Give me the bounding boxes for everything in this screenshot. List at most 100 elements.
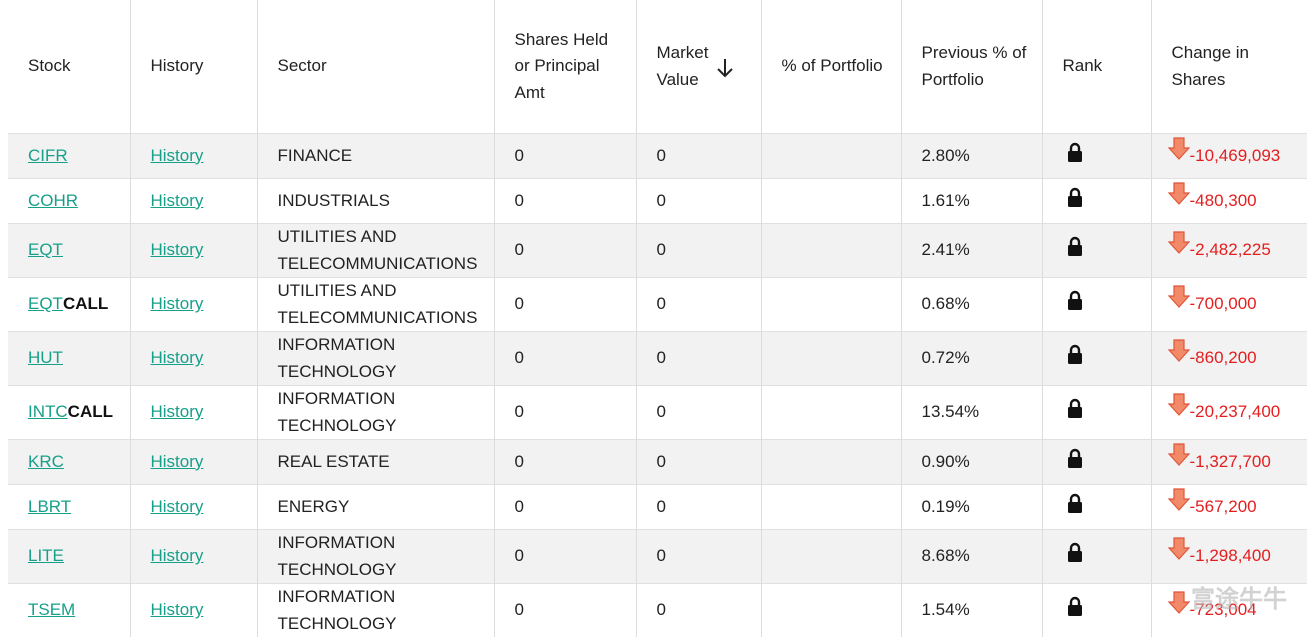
market-value-cell: 0 xyxy=(636,530,761,584)
stock-cell: TSEM xyxy=(8,584,130,637)
option-type: CALL xyxy=(63,294,108,313)
stock-cell: INTCCALL xyxy=(8,386,130,440)
previous-pct-cell: 0.72% xyxy=(901,332,1042,386)
shares-cell: 0 xyxy=(494,332,636,386)
stock-cell: EQT xyxy=(8,224,130,278)
watermark: 富途牛牛 xyxy=(1191,579,1287,614)
previous-pct-cell: 2.41% xyxy=(901,224,1042,278)
column-header: Shares Held or Principal Amt xyxy=(494,0,636,134)
ticker-link[interactable]: HUT xyxy=(28,348,63,367)
header-text: History xyxy=(151,56,204,75)
change-value: -20,237,400 xyxy=(1190,402,1281,421)
lock-icon xyxy=(1067,542,1083,562)
table-row: EQTCALL History UTILITIES AND TELECOMMUNIC… xyxy=(8,278,1307,332)
header-text: Stock xyxy=(28,56,71,75)
previous-pct-cell: 1.61% xyxy=(901,179,1042,224)
previous-pct-cell: 1.54% xyxy=(901,584,1042,637)
sort-icon[interactable] xyxy=(715,57,735,79)
history-cell: History xyxy=(130,440,257,485)
ticker-link[interactable]: LBRT xyxy=(28,497,71,516)
lock-icon xyxy=(1067,398,1083,418)
history-cell: History xyxy=(130,584,257,637)
down-arrow-icon xyxy=(1168,393,1190,417)
ticker-link[interactable]: CIFR xyxy=(28,146,68,165)
column-header: History xyxy=(130,0,257,134)
header-text: Previous % of Portfolio xyxy=(922,43,1027,89)
stock-cell: CIFR xyxy=(8,134,130,179)
history-link[interactable]: History xyxy=(151,600,204,619)
history-link[interactable]: History xyxy=(151,146,204,165)
history-link[interactable]: History xyxy=(151,402,204,421)
history-link[interactable]: History xyxy=(151,497,204,516)
rank-cell xyxy=(1042,134,1151,179)
lock-icon xyxy=(1067,596,1083,616)
option-type: CALL xyxy=(68,402,113,421)
column-header: Previous % of Portfolio xyxy=(901,0,1042,134)
change-cell: -1,298,400 xyxy=(1151,530,1307,584)
header-text: Sector xyxy=(278,56,327,75)
history-cell: History xyxy=(130,224,257,278)
shares-cell: 0 xyxy=(494,179,636,224)
column-header: Rank xyxy=(1042,0,1151,134)
sector-cell: UTILITIES AND TELECOMMUNICATIONS xyxy=(257,278,494,332)
history-cell: History xyxy=(130,278,257,332)
ticker-link[interactable]: INTC xyxy=(28,402,68,421)
sector-cell: FINANCE xyxy=(257,134,494,179)
change-value: -480,300 xyxy=(1190,191,1257,210)
shares-cell: 0 xyxy=(494,224,636,278)
history-cell: History xyxy=(130,485,257,530)
portfolio-pct-cell xyxy=(761,485,901,530)
change-cell: -700,000 xyxy=(1151,278,1307,332)
rank-cell xyxy=(1042,530,1151,584)
history-link[interactable]: History xyxy=(151,240,204,259)
ticker-link[interactable]: KRC xyxy=(28,452,64,471)
shares-cell: 0 xyxy=(494,440,636,485)
history-link[interactable]: History xyxy=(151,546,204,565)
ticker-link[interactable]: EQT xyxy=(28,294,63,313)
down-arrow-icon xyxy=(1168,182,1190,206)
column-header: Stock xyxy=(8,0,130,134)
rank-cell xyxy=(1042,278,1151,332)
portfolio-pct-cell xyxy=(761,530,901,584)
column-header: Change in Shares xyxy=(1151,0,1307,134)
lock-icon xyxy=(1067,290,1083,310)
down-arrow-icon xyxy=(1168,231,1190,255)
rank-cell xyxy=(1042,584,1151,637)
header-text: Shares Held or Principal Amt xyxy=(515,30,609,102)
portfolio-pct-cell xyxy=(761,224,901,278)
shares-cell: 0 xyxy=(494,530,636,584)
lock-icon xyxy=(1067,236,1083,256)
portfolio-pct-cell xyxy=(761,179,901,224)
portfolio-pct-cell xyxy=(761,440,901,485)
ticker-link[interactable]: COHR xyxy=(28,191,78,210)
history-link[interactable]: History xyxy=(151,348,204,367)
portfolio-pct-cell xyxy=(761,584,901,637)
history-cell: History xyxy=(130,332,257,386)
history-link[interactable]: History xyxy=(151,452,204,471)
holdings-table: Stock History Sector Shares Held or Princip… xyxy=(8,0,1307,637)
ticker-link[interactable]: LITE xyxy=(28,546,64,565)
ticker-link[interactable]: TSEM xyxy=(28,600,75,619)
header-row: Stock History Sector Shares Held or Princip… xyxy=(8,0,1307,134)
market-value-cell: 0 xyxy=(636,485,761,530)
history-link[interactable]: History xyxy=(151,191,204,210)
ticker-link[interactable]: EQT xyxy=(28,240,63,259)
down-arrow-icon xyxy=(1168,339,1190,363)
history-link[interactable]: History xyxy=(151,294,204,313)
shares-cell: 0 xyxy=(494,278,636,332)
change-value: -10,469,093 xyxy=(1190,146,1281,165)
stock-cell: LITE xyxy=(8,530,130,584)
column-header[interactable]: Market Value xyxy=(636,0,761,134)
change-value: -1,327,700 xyxy=(1190,452,1271,471)
change-value: -860,200 xyxy=(1190,348,1257,367)
rank-cell xyxy=(1042,386,1151,440)
history-cell: History xyxy=(130,530,257,584)
rank-cell xyxy=(1042,485,1151,530)
change-cell: -20,237,400 xyxy=(1151,386,1307,440)
